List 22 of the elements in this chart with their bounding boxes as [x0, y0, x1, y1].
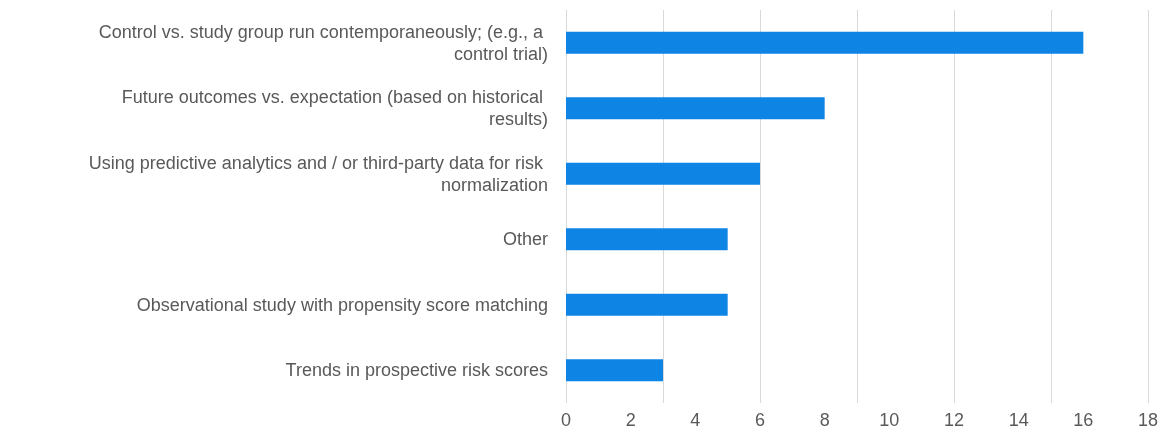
x-tick-label: 18 [1137, 410, 1159, 430]
y-tick-label: Other [502, 229, 548, 250]
x-tick-label: 10 [879, 410, 900, 430]
bar [566, 97, 825, 120]
y-tick-label: Future outcomes vs. expectation (based on historical results) [121, 87, 548, 130]
y-tick-label: Using predictive analytics and / or third-party data for risk normalization [88, 152, 548, 195]
x-tick-label: 4 [690, 410, 701, 430]
x-tick-label: 2 [625, 410, 636, 430]
bar [566, 31, 1084, 54]
bar [566, 162, 760, 185]
x-tick-label: 16 [1073, 410, 1094, 430]
bar [566, 228, 728, 251]
bar [566, 293, 728, 316]
x-tick-label: 12 [943, 410, 965, 430]
y-tick-label: Control vs. study group run contemporaneously; (e.g., a control trial) [98, 21, 548, 64]
x-tick-label: 14 [1008, 410, 1029, 430]
y-tick-label: Trends in prospective risk scores [285, 360, 548, 381]
x-tick-label: 8 [819, 410, 830, 430]
x-tick-label: 6 [754, 410, 766, 430]
x-tick-label: 0 [560, 410, 572, 430]
y-tick-label: Observational study with propensity score matching [136, 294, 548, 315]
bar [566, 359, 663, 382]
